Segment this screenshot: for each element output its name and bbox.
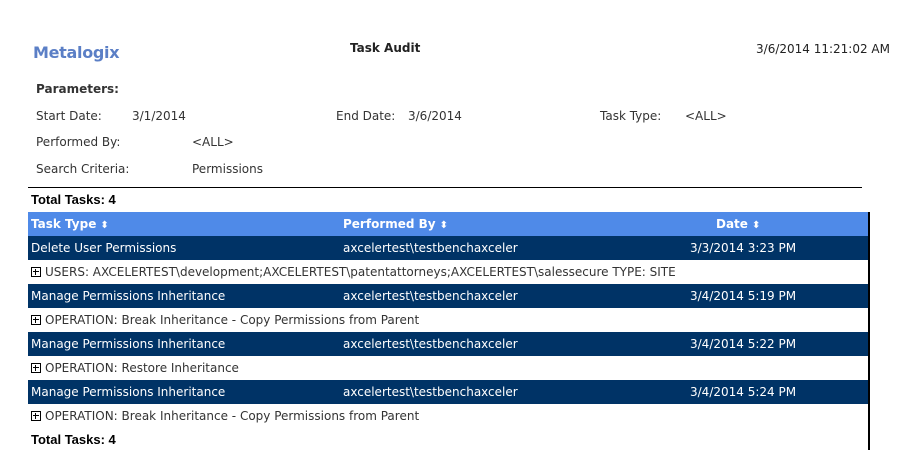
total-tasks-bottom: Total Tasks: 4	[31, 432, 116, 447]
column-label: Date	[716, 217, 748, 231]
detail-row: OPERATION: Break Inheritance - Copy Perm…	[28, 308, 868, 332]
task-type-cell: Manage Permissions Inheritance	[31, 337, 226, 351]
table-row[interactable]: Manage Permissions Inheritance axcelerte…	[28, 284, 868, 308]
expand-plus-icon[interactable]	[31, 267, 41, 277]
performed-by-cell: axcelertest\testbenchaxceler	[343, 241, 518, 255]
total-tasks-top: Total Tasks: 4	[31, 192, 116, 207]
date-cell: 3/4/2014 5:22 PM	[690, 337, 797, 351]
column-label: Performed By	[343, 217, 436, 231]
divider	[28, 187, 862, 188]
metalogix-logo: Metalogix	[33, 43, 120, 62]
column-label: Task Type	[31, 217, 97, 231]
end-date-label: End Date:	[336, 109, 396, 123]
end-date-value: 3/6/2014	[408, 109, 462, 123]
start-date-label: Start Date:	[36, 109, 102, 123]
task-type-cell: Manage Permissions Inheritance	[31, 289, 226, 303]
detail-text: OPERATION: Break Inheritance - Copy Perm…	[45, 313, 420, 327]
detail-row: USERS: AXCELERTEST\development;AXCELERTE…	[28, 260, 868, 284]
performed-by-cell: axcelertest\testbenchaxceler	[343, 385, 518, 399]
date-cell: 3/3/2014 3:23 PM	[690, 241, 797, 255]
column-date[interactable]: Date ⬍	[716, 212, 760, 238]
parameters-heading: Parameters:	[36, 82, 119, 96]
detail-text: OPERATION: Restore Inheritance	[45, 361, 239, 375]
detail-text: USERS: AXCELERTEST\development;AXCELERTE…	[45, 265, 676, 279]
performed-by-cell: axcelertest\testbenchaxceler	[343, 289, 518, 303]
task-type-cell: Delete User Permissions	[31, 241, 177, 255]
report-timestamp: 3/6/2014 11:21:02 AM	[756, 42, 890, 56]
report-title: Task Audit	[350, 41, 421, 55]
sort-icon[interactable]: ⬍	[439, 220, 449, 231]
search-criteria-label: Search Criteria:	[36, 162, 130, 176]
date-cell: 3/4/2014 5:19 PM	[690, 289, 797, 303]
search-criteria-value: Permissions	[192, 162, 263, 176]
table-row[interactable]: Manage Permissions Inheritance axcelerte…	[28, 380, 868, 404]
table-header: Task Type ⬍ Performed By ⬍ Date ⬍	[28, 212, 868, 236]
task-type-value: <ALL>	[685, 109, 727, 123]
task-table: Task Type ⬍ Performed By ⬍ Date ⬍ Delete Us…	[28, 212, 870, 450]
table-row[interactable]: Manage Permissions Inheritance axcelerte…	[28, 332, 868, 356]
detail-row: OPERATION: Break Inheritance - Copy Perm…	[28, 404, 868, 428]
expand-plus-icon[interactable]	[31, 315, 41, 325]
detail-row: OPERATION: Restore Inheritance	[28, 356, 868, 380]
column-task-type[interactable]: Task Type ⬍	[31, 212, 109, 238]
expand-plus-icon[interactable]	[31, 411, 41, 421]
column-performed-by[interactable]: Performed By ⬍	[343, 212, 448, 238]
performed-by-value: <ALL>	[192, 135, 234, 149]
sort-icon[interactable]: ⬍	[751, 220, 761, 231]
sort-icon[interactable]: ⬍	[100, 220, 109, 231]
task-type-cell: Manage Permissions Inheritance	[31, 385, 226, 399]
table-row[interactable]: Delete User Permissions axcelertest\test…	[28, 236, 868, 260]
date-cell: 3/4/2014 5:24 PM	[690, 385, 797, 399]
detail-text: OPERATION: Break Inheritance - Copy Perm…	[45, 409, 420, 423]
start-date-value: 3/1/2014	[132, 109, 186, 123]
expand-plus-icon[interactable]	[31, 363, 41, 373]
performed-by-label: Performed By:	[36, 135, 121, 149]
task-type-label: Task Type:	[600, 109, 662, 123]
performed-by-cell: axcelertest\testbenchaxceler	[343, 337, 518, 351]
